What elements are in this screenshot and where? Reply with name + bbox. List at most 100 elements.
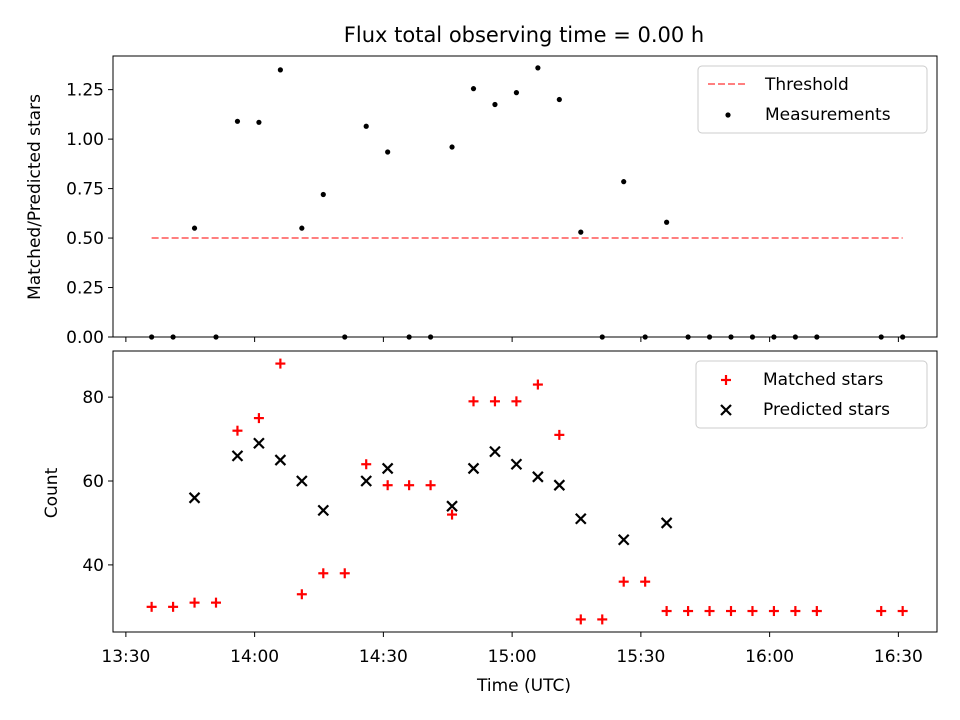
matched-star-marker <box>468 396 479 407</box>
matched-star-marker <box>511 396 522 407</box>
matched-star-marker <box>189 597 200 608</box>
bottom-x-tick-label: 15:00 <box>488 647 537 667</box>
matched-star-marker <box>768 606 779 617</box>
legend-predicted-label: Predicted stars <box>763 400 890 420</box>
predicted-star-marker-b <box>446 500 458 512</box>
predicted-star-marker <box>381 462 394 475</box>
predicted-star-marker <box>510 458 523 471</box>
measurement-point <box>299 225 305 231</box>
measurement-point <box>792 334 798 340</box>
predicted-star-marker-b <box>617 533 630 546</box>
measurement-point <box>771 334 777 340</box>
measurement-point <box>213 334 219 340</box>
measurement-point <box>513 90 520 96</box>
top-x-ticks <box>125 337 899 342</box>
matched-star-marker <box>146 601 157 612</box>
measurement-point <box>449 144 455 150</box>
measurement-point <box>256 119 262 125</box>
predicted-star-marker <box>660 517 673 529</box>
matched-star-marker <box>640 576 651 587</box>
bottom-x-tick-label: 15:30 <box>616 647 665 667</box>
matched-star-marker <box>425 480 436 491</box>
bottom-legend: Matched stars Predicted stars <box>695 360 928 429</box>
top-panel-title: Flux total observing time = 0.00 h <box>344 23 704 47</box>
measurement-point <box>492 101 498 108</box>
bottom-x-tick-label: 16:00 <box>745 647 794 667</box>
matched-star-marker <box>575 614 586 625</box>
matched-star-marker <box>790 606 801 617</box>
matched-star-marker <box>618 576 629 587</box>
predicted-star-marker-b <box>296 475 308 487</box>
matched-star-marker <box>876 606 887 617</box>
measurement-point <box>535 65 541 71</box>
top-panel: Flux total observing time = 0.00 h 0.00 0… <box>25 23 938 348</box>
matched-star-marker <box>296 589 307 600</box>
measurement-point <box>814 334 820 340</box>
matched-star-marker <box>704 606 715 617</box>
measurement-point <box>706 334 713 340</box>
predicted-star-marker-b <box>489 445 501 458</box>
bottom-panel-frame <box>112 350 938 633</box>
matched-star-marker <box>361 459 372 470</box>
predicted-star-marker <box>253 437 265 450</box>
bottom-y-tick-label: 60 <box>82 472 104 492</box>
measurement-point <box>191 225 198 231</box>
bottom-x-ticks: 13:30 14:00 14:30 15:00 15:30 16:00 16:30 <box>101 632 923 667</box>
matched-star-marker <box>339 568 350 579</box>
top-panel-frame <box>112 55 938 338</box>
top-y-tick-label: 0.00 <box>66 328 104 348</box>
predicted-star-marker-b <box>274 454 287 466</box>
matched-star-marker <box>275 358 286 369</box>
predicted-star-marker <box>617 533 630 546</box>
matched-star-marker <box>811 606 822 617</box>
matched-star-marker <box>168 601 179 612</box>
measurement-point <box>427 334 434 340</box>
matched-star-marker <box>661 606 672 617</box>
measurement-point <box>170 334 176 340</box>
top-y-ticks: 0.00 0.25 0.50 0.75 1.00 1.25 <box>66 81 113 348</box>
measurement-point <box>277 67 283 73</box>
measurement-points <box>149 65 906 340</box>
predicted-star-marker-b <box>360 475 372 487</box>
matched-star-marker <box>897 606 908 617</box>
predicted-star-marker-b <box>575 512 587 525</box>
predicted-star-marker-b <box>660 517 673 529</box>
predicted-star-marker <box>317 504 330 517</box>
measurement-point <box>599 334 605 340</box>
top-y-axis-label: Matched/Predicted stars <box>25 94 45 300</box>
legend-predicted-swatch <box>720 404 732 416</box>
measurement-point <box>728 334 734 340</box>
predicted-star-marker-b <box>532 471 544 483</box>
predicted-stars-points <box>188 437 673 546</box>
matched-star-marker <box>232 425 243 436</box>
measurement-point <box>621 179 627 185</box>
predicted-star-marker-b <box>231 450 244 462</box>
measurement-point <box>470 86 477 92</box>
bottom-y-ticks: 40 60 80 <box>82 388 113 576</box>
predicted-star-marker <box>231 450 244 462</box>
measurement-point <box>234 118 241 124</box>
legend-threshold-label: Threshold <box>764 75 849 95</box>
matched-star-marker <box>683 606 694 617</box>
measurement-point <box>749 334 756 340</box>
matched-star-marker <box>597 614 608 625</box>
predicted-star-marker <box>532 471 544 483</box>
predicted-star-marker <box>467 462 480 475</box>
legend-matched-label: Matched stars <box>763 370 883 390</box>
top-legend: Threshold Measurements <box>697 65 928 134</box>
top-y-tick-label: 0.50 <box>66 229 104 249</box>
bottom-y-axis-label: Count <box>42 467 62 518</box>
predicted-star-marker <box>360 475 372 487</box>
measurement-point <box>342 334 348 340</box>
matched-star-marker <box>447 509 458 520</box>
top-y-tick-label: 0.25 <box>66 279 104 299</box>
bottom-x-axis-label: Time (UTC) <box>476 676 571 696</box>
predicted-star-marker-b <box>317 504 330 517</box>
measurement-point <box>578 229 584 235</box>
measurement-point <box>363 123 369 129</box>
measurement-point <box>385 149 391 155</box>
predicted-star-marker <box>296 475 308 487</box>
measurement-point <box>664 219 670 225</box>
matched-stars-points <box>146 358 908 625</box>
